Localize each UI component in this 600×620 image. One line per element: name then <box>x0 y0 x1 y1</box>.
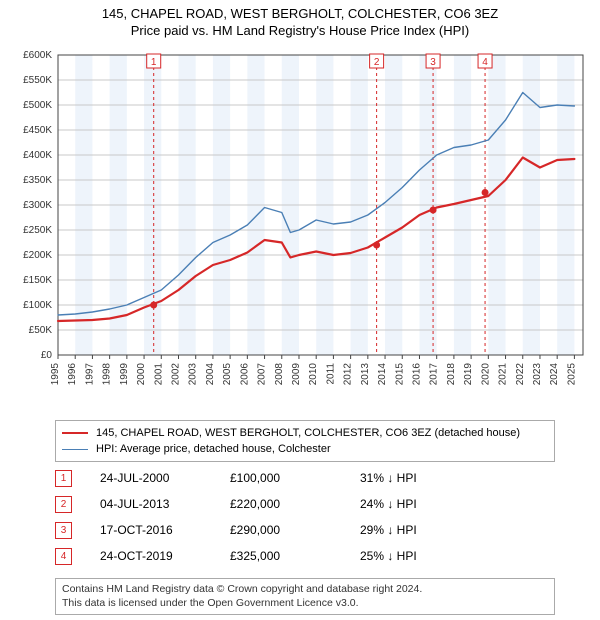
svg-text:2010: 2010 <box>308 363 319 386</box>
svg-text:£450K: £450K <box>23 125 52 136</box>
svg-text:2023: 2023 <box>532 363 543 386</box>
sales-date: 24-OCT-2019 <box>100 549 230 563</box>
svg-text:£50K: £50K <box>29 325 53 336</box>
sales-date: 04-JUL-2013 <box>100 497 230 511</box>
sales-marker: 4 <box>55 548 72 565</box>
svg-text:1999: 1999 <box>119 363 130 386</box>
svg-text:2014: 2014 <box>377 363 388 386</box>
svg-text:£250K: £250K <box>23 225 52 236</box>
svg-text:£0: £0 <box>41 350 53 361</box>
svg-text:2007: 2007 <box>257 363 268 386</box>
svg-text:2016: 2016 <box>411 363 422 386</box>
svg-text:£600K: £600K <box>23 50 52 61</box>
sales-price: £325,000 <box>230 549 360 563</box>
sales-row: 3 17-OCT-2016£290,00029% ↓ HPI <box>55 517 555 543</box>
svg-text:2019: 2019 <box>463 363 474 386</box>
page-root: 145, CHAPEL ROAD, WEST BERGHOLT, COLCHES… <box>0 0 600 620</box>
svg-text:1995: 1995 <box>50 363 61 386</box>
svg-text:£550K: £550K <box>23 75 52 86</box>
sales-row: 2 04-JUL-2013£220,00024% ↓ HPI <box>55 491 555 517</box>
footer-line2: This data is licensed under the Open Gov… <box>62 597 548 611</box>
svg-text:£400K: £400K <box>23 150 52 161</box>
sales-delta: 31% ↓ HPI <box>360 471 520 485</box>
sales-marker: 3 <box>55 522 72 539</box>
svg-text:£350K: £350K <box>23 175 52 186</box>
svg-text:2004: 2004 <box>205 363 216 386</box>
svg-text:2002: 2002 <box>170 363 181 386</box>
sales-row: 1 24-JUL-2000£100,00031% ↓ HPI <box>55 465 555 491</box>
footer-box: Contains HM Land Registry data © Crown c… <box>55 578 555 615</box>
legend-row: HPI: Average price, detached house, Colc… <box>62 441 548 457</box>
sales-price: £220,000 <box>230 497 360 511</box>
legend: 145, CHAPEL ROAD, WEST BERGHOLT, COLCHES… <box>55 420 555 462</box>
svg-text:2017: 2017 <box>429 363 440 386</box>
svg-text:2006: 2006 <box>239 363 250 386</box>
svg-text:£200K: £200K <box>23 250 52 261</box>
svg-text:2009: 2009 <box>291 363 302 386</box>
sales-marker: 2 <box>55 496 72 513</box>
sales-table: 1 24-JUL-2000£100,00031% ↓ HPI 2 04-JUL-201… <box>55 465 555 569</box>
svg-text:2000: 2000 <box>136 363 147 386</box>
svg-text:3: 3 <box>430 57 436 68</box>
svg-text:2022: 2022 <box>515 363 526 386</box>
sales-price: £290,000 <box>230 523 360 537</box>
legend-swatch <box>62 449 88 450</box>
svg-text:2012: 2012 <box>343 363 354 386</box>
sales-delta: 25% ↓ HPI <box>360 549 520 563</box>
svg-text:2013: 2013 <box>360 363 371 386</box>
svg-text:1998: 1998 <box>102 363 113 386</box>
svg-text:£500K: £500K <box>23 100 52 111</box>
svg-text:2003: 2003 <box>188 363 199 386</box>
svg-text:2011: 2011 <box>325 363 336 385</box>
sales-price: £100,000 <box>230 471 360 485</box>
sales-row: 4 24-OCT-2019£325,00025% ↓ HPI <box>55 543 555 569</box>
svg-text:£150K: £150K <box>23 275 52 286</box>
legend-row: 145, CHAPEL ROAD, WEST BERGHOLT, COLCHES… <box>62 425 548 441</box>
svg-text:2005: 2005 <box>222 363 233 386</box>
svg-text:2020: 2020 <box>480 363 491 386</box>
sales-date: 17-OCT-2016 <box>100 523 230 537</box>
svg-text:1: 1 <box>151 57 157 68</box>
svg-text:£100K: £100K <box>23 300 52 311</box>
sales-delta: 24% ↓ HPI <box>360 497 520 511</box>
svg-text:4: 4 <box>482 57 488 68</box>
chart-svg: £0 £50K £100K £150K £200K £250K £300K £350K £400… <box>8 45 592 405</box>
svg-text:2015: 2015 <box>394 363 405 386</box>
svg-text:£300K: £300K <box>23 200 52 211</box>
svg-text:2024: 2024 <box>549 363 560 386</box>
svg-text:2018: 2018 <box>446 363 457 386</box>
title-block: 145, CHAPEL ROAD, WEST BERGHOLT, COLCHES… <box>0 0 600 40</box>
sales-date: 24-JUL-2000 <box>100 471 230 485</box>
chart: £0 £50K £100K £150K £200K £250K £300K £350K £400… <box>8 45 592 405</box>
sales-delta: 29% ↓ HPI <box>360 523 520 537</box>
svg-text:2008: 2008 <box>274 363 285 386</box>
title-line1: 145, CHAPEL ROAD, WEST BERGHOLT, COLCHES… <box>0 6 600 23</box>
legend-label: HPI: Average price, detached house, Colc… <box>96 443 331 455</box>
sales-marker: 1 <box>55 470 72 487</box>
svg-text:1996: 1996 <box>67 363 78 386</box>
svg-text:2025: 2025 <box>566 363 577 386</box>
legend-swatch <box>62 432 88 434</box>
legend-label: 145, CHAPEL ROAD, WEST BERGHOLT, COLCHES… <box>96 427 520 439</box>
title-line2: Price paid vs. HM Land Registry's House … <box>0 23 600 40</box>
svg-text:2: 2 <box>374 57 380 68</box>
svg-text:2021: 2021 <box>498 363 509 386</box>
svg-text:1997: 1997 <box>84 363 95 386</box>
svg-text:2001: 2001 <box>153 363 164 386</box>
footer-line1: Contains HM Land Registry data © Crown c… <box>62 583 548 597</box>
